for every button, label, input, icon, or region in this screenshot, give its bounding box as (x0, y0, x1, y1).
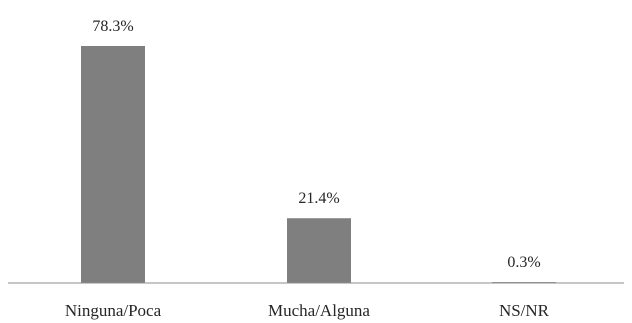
category-label: Ninguna/Poca (65, 301, 162, 320)
bars-group (81, 46, 556, 283)
bar-ninguna-poca (81, 46, 145, 283)
data-label: 78.3% (92, 18, 133, 35)
bar-mucha-alguna (287, 218, 351, 283)
data-labels-group: 78.3% 21.4% 0.3% (92, 18, 540, 271)
category-label: NS/NR (499, 301, 550, 320)
category-label: Mucha/Alguna (268, 301, 370, 320)
data-label: 0.3% (507, 254, 540, 271)
category-labels-group: Ninguna/Poca Mucha/Alguna NS/NR (65, 301, 550, 320)
data-label: 21.4% (298, 190, 339, 207)
